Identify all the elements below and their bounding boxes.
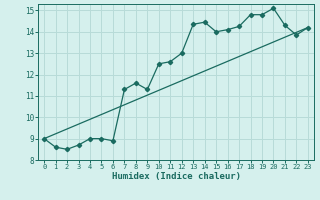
X-axis label: Humidex (Indice chaleur): Humidex (Indice chaleur): [111, 172, 241, 181]
